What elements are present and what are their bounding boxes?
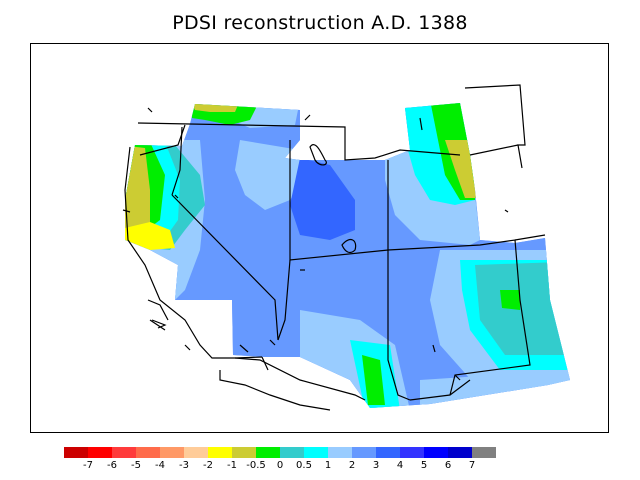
legend-swatch [376, 447, 400, 458]
legend-swatch [304, 447, 328, 458]
legend-label: 0 [276, 460, 284, 471]
legend-label: 0.5 [296, 460, 312, 471]
legend-label: -3 [179, 460, 189, 471]
lakes-islands [122, 107, 509, 353]
legend-label: 5 [420, 460, 428, 471]
legend-label: 7 [468, 460, 476, 471]
legend-swatch [448, 447, 472, 458]
legend-label: -6 [107, 460, 117, 471]
legend-label: -5 [131, 460, 141, 471]
legend-swatch [208, 447, 232, 458]
legend-label: 6 [444, 460, 452, 471]
legend-labels: -7 -6 -5 -4 -3 -2 -1 -0.5 0 0.5 1 2 3 4 5 6 7 [0, 460, 640, 474]
legend-swatch [280, 447, 304, 458]
map-title: PDSI reconstruction A.D. 1388 [172, 12, 468, 34]
legend-label: 1 [324, 460, 332, 471]
legend-label: 3 [372, 460, 380, 471]
political-boundaries [124, 84, 546, 411]
legend-color-bar [64, 447, 496, 458]
legend-swatch [160, 447, 184, 458]
legend-swatch [352, 447, 376, 458]
legend-label: -0.5 [246, 460, 266, 471]
legend-label: 2 [348, 460, 356, 471]
legend-swatch [64, 447, 88, 458]
legend-label: -7 [83, 460, 93, 471]
legend-swatch [472, 447, 496, 458]
legend-swatch [232, 447, 256, 458]
legend-swatch [88, 447, 112, 458]
legend-label: -2 [203, 460, 213, 471]
legend-swatch [256, 447, 280, 458]
legend-swatch [136, 447, 160, 458]
legend-label: 4 [396, 460, 404, 471]
legend-swatch [184, 447, 208, 458]
legend-label: -4 [155, 460, 165, 471]
legend-swatch [424, 447, 448, 458]
legend-swatch [112, 447, 136, 458]
legend-swatch [400, 447, 424, 458]
legend-swatch [328, 447, 352, 458]
legend-label: -1 [227, 460, 237, 471]
